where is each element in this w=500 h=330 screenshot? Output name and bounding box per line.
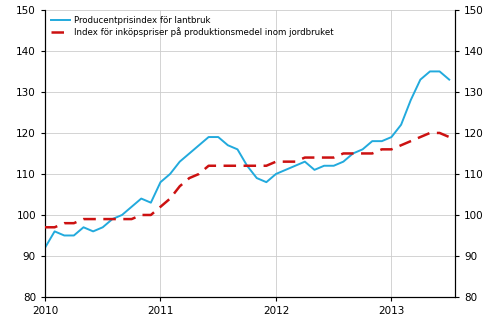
Index för inköpspriser på produktionsmedel inom jordbruket [302,155,308,159]
Index för inköpspriser på produktionsmedel inom jordbruket [446,135,452,139]
Producentprisindex för lantbruk [90,229,96,233]
Index för inköpspriser på produktionsmedel inom jordbruket [128,217,134,221]
Index för inköpspriser på produktionsmedel inom jordbruket [80,217,86,221]
Producentprisindex för lantbruk [350,151,356,155]
Index för inköpspriser på produktionsmedel inom jordbruket [186,176,192,180]
Index för inköpspriser på produktionsmedel inom jordbruket [254,164,260,168]
Producentprisindex för lantbruk [254,176,260,180]
Producentprisindex för lantbruk [398,123,404,127]
Producentprisindex för lantbruk [71,234,77,238]
Producentprisindex för lantbruk [80,225,86,229]
Index för inköpspriser på produktionsmedel inom jordbruket [273,160,279,164]
Producentprisindex för lantbruk [110,217,116,221]
Producentprisindex för lantbruk [167,172,173,176]
Producentprisindex för lantbruk [379,139,385,143]
Index för inköpspriser på produktionsmedel inom jordbruket [52,225,58,229]
Producentprisindex för lantbruk [138,197,144,201]
Index för inköpspriser på produktionsmedel inom jordbruket [110,217,116,221]
Producentprisindex för lantbruk [418,78,424,82]
Index för inköpspriser på produktionsmedel inom jordbruket [350,151,356,155]
Producentprisindex för lantbruk [446,78,452,82]
Producentprisindex för lantbruk [264,180,270,184]
Producentprisindex för lantbruk [330,164,336,168]
Producentprisindex för lantbruk [436,69,442,73]
Producentprisindex för lantbruk [158,180,164,184]
Index för inköpspriser på produktionsmedel inom jordbruket [206,164,212,168]
Producentprisindex för lantbruk [206,135,212,139]
Index för inköpspriser på produktionsmedel inom jordbruket [388,148,394,151]
Index för inköpspriser på produktionsmedel inom jordbruket [408,139,414,143]
Index för inköpspriser på produktionsmedel inom jordbruket [158,205,164,209]
Line: Producentprisindex för lantbruk: Producentprisindex för lantbruk [45,71,449,248]
Producentprisindex för lantbruk [292,164,298,168]
Index för inköpspriser på produktionsmedel inom jordbruket [176,184,182,188]
Producentprisindex för lantbruk [186,151,192,155]
Index för inköpspriser på produktionsmedel inom jordbruket [90,217,96,221]
Index för inköpspriser på produktionsmedel inom jordbruket [71,221,77,225]
Index för inköpspriser på produktionsmedel inom jordbruket [148,213,154,217]
Producentprisindex för lantbruk [196,143,202,147]
Producentprisindex för lantbruk [119,213,125,217]
Index för inköpspriser på produktionsmedel inom jordbruket [215,164,221,168]
Index för inköpspriser på produktionsmedel inom jordbruket [436,131,442,135]
Index för inköpspriser på produktionsmedel inom jordbruket [398,143,404,147]
Index för inköpspriser på produktionsmedel inom jordbruket [119,217,125,221]
Index för inköpspriser på produktionsmedel inom jordbruket [234,164,240,168]
Producentprisindex för lantbruk [369,139,375,143]
Index för inköpspriser på produktionsmedel inom jordbruket [312,155,318,159]
Index för inköpspriser på produktionsmedel inom jordbruket [418,135,424,139]
Index för inköpspriser på produktionsmedel inom jordbruket [61,221,67,225]
Producentprisindex för lantbruk [321,164,327,168]
Index för inköpspriser på produktionsmedel inom jordbruket [196,172,202,176]
Producentprisindex för lantbruk [176,160,182,164]
Legend: Producentprisindex för lantbruk, Index för inköpspriser på produktionsmedel inom: Producentprisindex för lantbruk, Index f… [50,14,336,39]
Index för inköpspriser på produktionsmedel inom jordbruket [292,160,298,164]
Index för inköpspriser på produktionsmedel inom jordbruket [330,155,336,159]
Producentprisindex för lantbruk [302,160,308,164]
Producentprisindex för lantbruk [61,234,67,238]
Producentprisindex för lantbruk [42,246,48,250]
Index för inköpspriser på produktionsmedel inom jordbruket [282,160,288,164]
Producentprisindex för lantbruk [234,148,240,151]
Producentprisindex för lantbruk [225,143,231,147]
Producentprisindex för lantbruk [244,164,250,168]
Index för inköpspriser på produktionsmedel inom jordbruket [360,151,366,155]
Producentprisindex för lantbruk [340,160,346,164]
Index för inköpspriser på produktionsmedel inom jordbruket [369,151,375,155]
Producentprisindex för lantbruk [52,229,58,233]
Producentprisindex för lantbruk [128,205,134,209]
Producentprisindex för lantbruk [100,225,105,229]
Producentprisindex för lantbruk [148,201,154,205]
Producentprisindex för lantbruk [273,172,279,176]
Index för inköpspriser på produktionsmedel inom jordbruket [379,148,385,151]
Producentprisindex för lantbruk [360,148,366,151]
Producentprisindex för lantbruk [282,168,288,172]
Producentprisindex för lantbruk [408,98,414,102]
Index för inköpspriser på produktionsmedel inom jordbruket [264,164,270,168]
Index för inköpspriser på produktionsmedel inom jordbruket [42,225,48,229]
Producentprisindex för lantbruk [215,135,221,139]
Producentprisindex för lantbruk [427,69,433,73]
Index för inköpspriser på produktionsmedel inom jordbruket [100,217,105,221]
Producentprisindex för lantbruk [312,168,318,172]
Index för inköpspriser på produktionsmedel inom jordbruket [340,151,346,155]
Line: Index för inköpspriser på produktionsmedel inom jordbruket: Index för inköpspriser på produktionsmed… [45,133,449,227]
Index för inköpspriser på produktionsmedel inom jordbruket [167,197,173,201]
Index för inköpspriser på produktionsmedel inom jordbruket [321,155,327,159]
Index för inköpspriser på produktionsmedel inom jordbruket [138,213,144,217]
Producentprisindex för lantbruk [388,135,394,139]
Index för inköpspriser på produktionsmedel inom jordbruket [244,164,250,168]
Index för inköpspriser på produktionsmedel inom jordbruket [427,131,433,135]
Index för inköpspriser på produktionsmedel inom jordbruket [225,164,231,168]
